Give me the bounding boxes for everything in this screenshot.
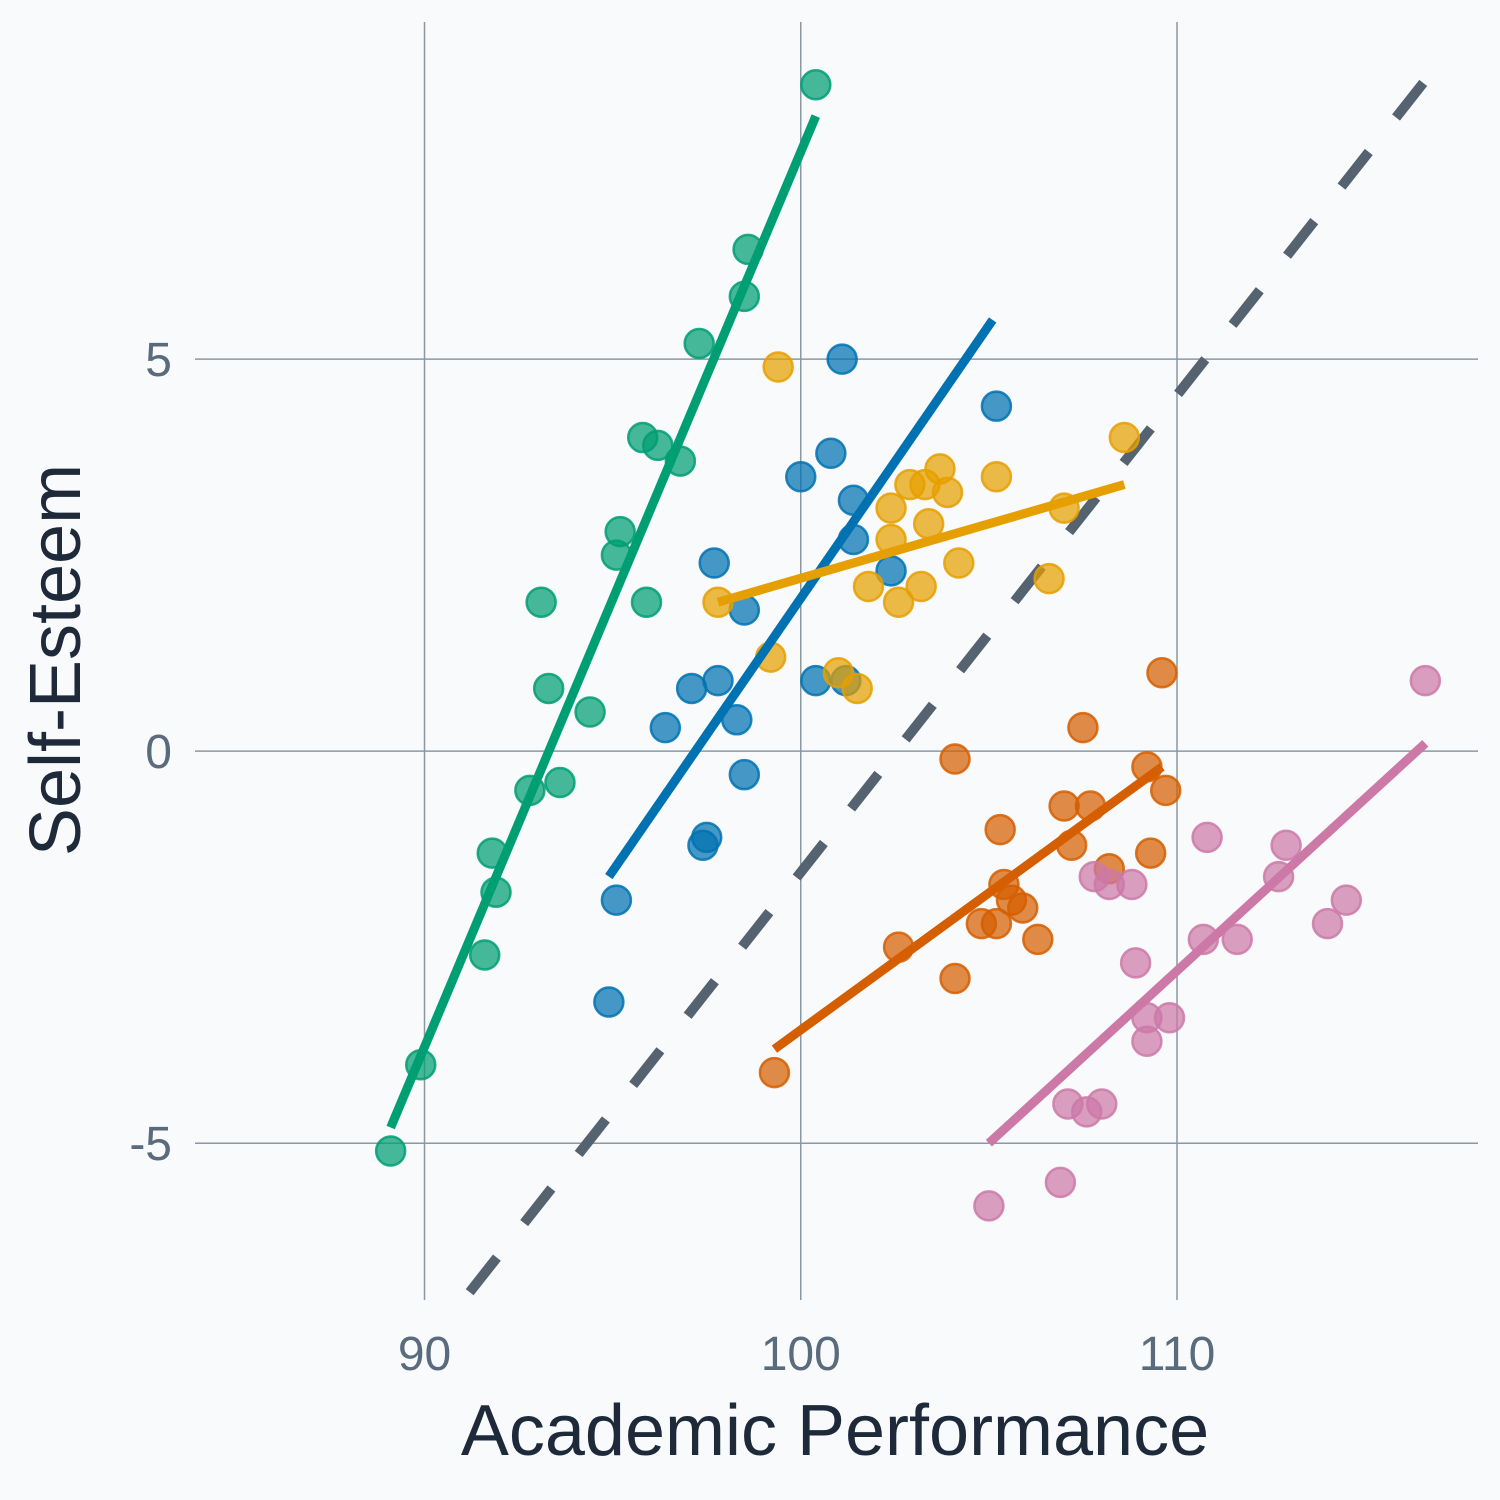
data-point-series-5 — [1409, 664, 1442, 697]
data-point-series-5 — [1044, 1166, 1077, 1199]
data-point-series-5 — [1221, 923, 1253, 956]
data-point-series-5 — [1330, 884, 1363, 916]
data-point-series-3 — [931, 476, 964, 509]
tick-labels: 90 100 110 -5 0 5 — [129, 334, 1215, 1381]
data-point-series-1 — [604, 515, 636, 548]
data-point-series-5 — [1119, 947, 1152, 979]
fit-line-series-5 — [985, 740, 1429, 1147]
data-point-series-1 — [800, 68, 832, 101]
data-point-series-5 — [973, 1190, 1005, 1222]
data-point-series-4 — [939, 743, 971, 775]
data-point-series-5 — [1116, 868, 1148, 901]
data-point-series-4 — [1006, 892, 1039, 924]
data-point-series-1 — [468, 939, 501, 971]
data-point-series-3 — [943, 547, 975, 579]
data-point-series-3 — [762, 351, 794, 383]
data-point-series-4 — [980, 907, 1013, 940]
data-point-series-5 — [1086, 1088, 1118, 1120]
data-point-series-2 — [600, 884, 633, 916]
y-tick-label: 0 — [145, 726, 172, 779]
data-point-series-1 — [525, 586, 557, 618]
data-point-series-4 — [984, 813, 1016, 846]
points-layer — [374, 68, 1442, 1222]
data-point-series-5 — [1311, 907, 1344, 940]
data-point-series-2 — [675, 672, 708, 705]
y-tick-label: 5 — [145, 334, 172, 387]
data-point-series-1 — [630, 586, 663, 618]
x-axis-title: Academic Performance — [461, 1391, 1209, 1471]
data-point-series-3 — [882, 586, 915, 618]
fit-line-series-2 — [605, 317, 997, 880]
data-point-series-2 — [785, 460, 817, 493]
data-point-series-2 — [649, 711, 682, 744]
fit-lines-layer — [386, 114, 1429, 1147]
data-point-series-1 — [574, 696, 606, 728]
data-point-series-4 — [1146, 657, 1178, 689]
data-point-series-4 — [758, 1056, 791, 1089]
data-point-series-4 — [1067, 711, 1099, 744]
data-point-series-1 — [544, 766, 576, 799]
data-point-series-2 — [815, 437, 847, 469]
data-point-series-5 — [1153, 1001, 1186, 1034]
data-point-series-3 — [875, 492, 907, 524]
data-point-series-1 — [532, 672, 565, 705]
fit-line-series-1 — [386, 114, 820, 1130]
x-tick-label: 100 — [761, 1328, 841, 1381]
y-axis-title: Self-Esteem — [16, 464, 96, 856]
data-point-series-3 — [1033, 562, 1065, 595]
data-point-series-3 — [841, 672, 873, 705]
data-point-series-1 — [683, 327, 715, 360]
data-point-series-2 — [728, 758, 761, 791]
data-point-series-2 — [690, 821, 723, 854]
data-point-series-4 — [1022, 923, 1054, 956]
data-point-series-3 — [980, 460, 1013, 493]
fit-line-series-3 — [716, 480, 1126, 607]
reference-diagonal-line — [465, 58, 1445, 1296]
data-point-series-5 — [1270, 829, 1302, 862]
data-point-series-2 — [826, 343, 858, 375]
data-point-series-1 — [374, 1135, 407, 1167]
data-point-series-4 — [1149, 774, 1182, 807]
x-tick-label: 90 — [398, 1328, 451, 1381]
data-point-series-1 — [642, 429, 674, 462]
data-point-series-2 — [980, 390, 1013, 422]
data-point-series-5 — [1191, 821, 1223, 854]
reference-line-layer — [465, 58, 1445, 1296]
data-point-series-3 — [1108, 421, 1141, 454]
y-tick-label: -5 — [129, 1118, 172, 1171]
data-point-series-3 — [905, 570, 937, 603]
data-point-series-2 — [702, 664, 734, 697]
fit-line-series-4 — [771, 763, 1165, 1053]
data-point-series-4 — [939, 962, 971, 995]
x-tick-label: 110 — [1139, 1328, 1216, 1381]
data-point-series-4 — [1048, 790, 1080, 822]
data-point-series-2 — [593, 986, 625, 1018]
data-point-series-3 — [852, 570, 885, 603]
data-point-series-4 — [1134, 837, 1167, 869]
data-point-series-5 — [1131, 1025, 1163, 1058]
data-point-series-2 — [698, 547, 730, 579]
